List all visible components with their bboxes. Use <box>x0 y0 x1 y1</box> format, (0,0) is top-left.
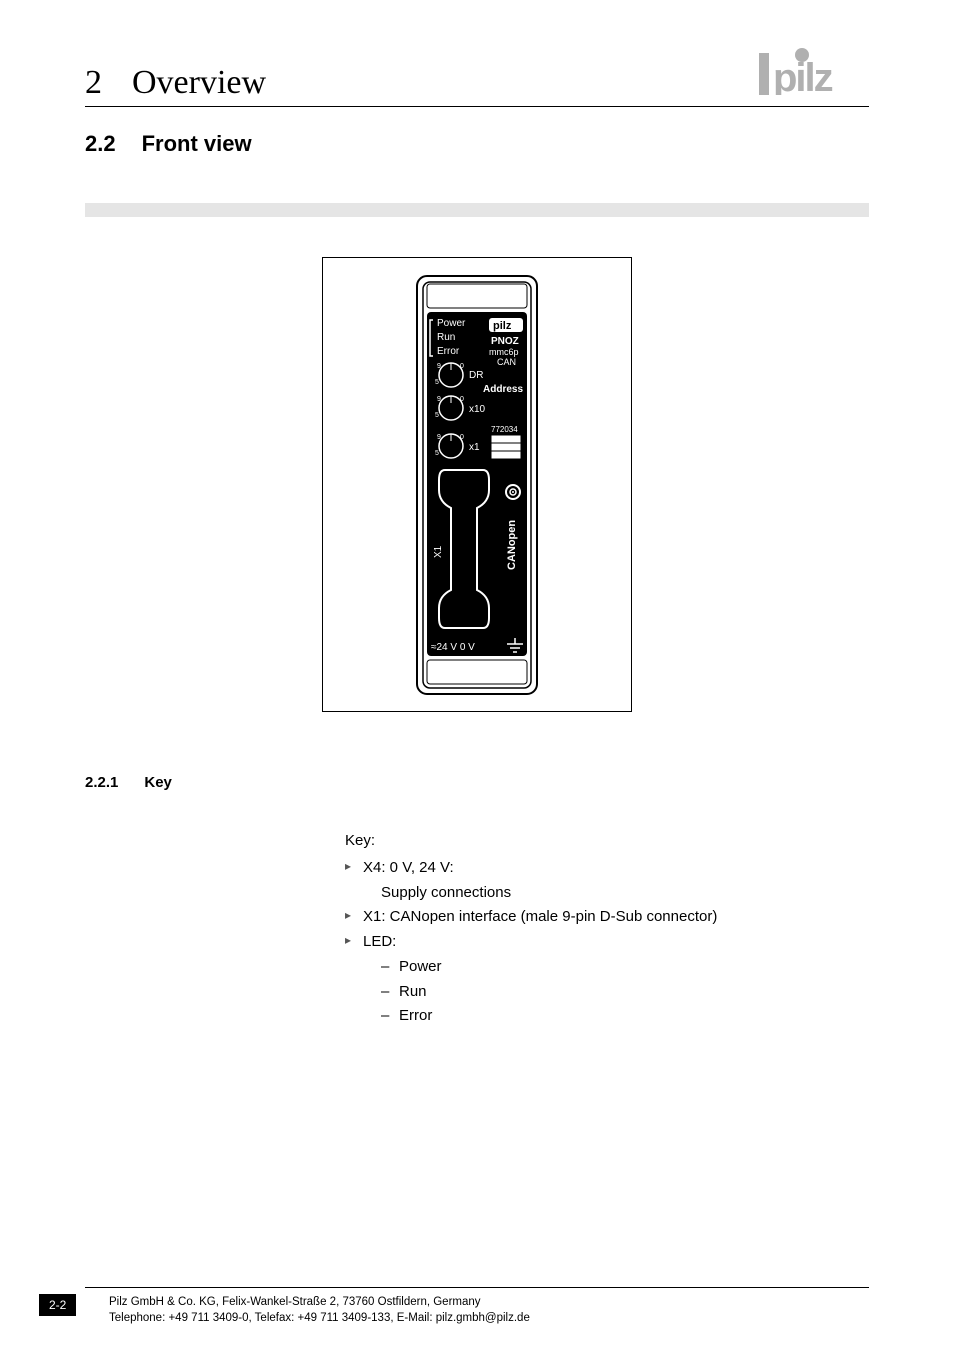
part-number: 772034 <box>491 425 518 434</box>
led-run-label: Run <box>437 332 455 343</box>
svg-text:5: 5 <box>435 412 439 419</box>
address-label: Address <box>483 384 523 395</box>
chapter-title: Overview <box>132 64 266 102</box>
key-item-head: X4: 0 V, 24 V: <box>363 859 454 876</box>
svg-text:9: 9 <box>437 396 441 403</box>
svg-text:9: 9 <box>437 363 441 370</box>
svg-text:0: 0 <box>460 363 464 370</box>
key-dash-item: Error <box>381 1004 869 1029</box>
dial-dr-label: DR <box>469 370 483 381</box>
svg-text:0: 0 <box>460 396 464 403</box>
key-item: X1: CANopen interface (male 9-pin D-Sub … <box>345 905 869 930</box>
subsection-heading: 2.2.1 Key <box>85 774 869 791</box>
page-header: 2 Overview pilz <box>85 45 869 107</box>
page-number-badge: 2-2 <box>39 1294 76 1316</box>
figure-container: Power Run Error pilz PNOZ mmc6p CAN 9 0 5… <box>85 257 869 712</box>
section-number: 2.2 <box>85 131 116 157</box>
key-item-head: X1: CANopen interface (male 9-pin D-Sub … <box>363 908 717 925</box>
section-title: Front view <box>142 131 252 157</box>
svg-text:5: 5 <box>435 379 439 386</box>
key-item: LED: Power Run Error <box>345 930 869 1029</box>
key-content: Key: X4: 0 V, 24 V: Supply connections X… <box>345 829 869 1029</box>
key-item-head: LED: <box>363 933 396 950</box>
svg-text:5: 5 <box>435 450 439 457</box>
footer-line-1: Pilz GmbH & Co. KG, Felix-Wankel-Straße … <box>109 1294 530 1310</box>
separator-bar <box>85 203 869 217</box>
key-item-sub: Supply connections <box>363 881 869 906</box>
key-dash-item: Run <box>381 980 869 1005</box>
pilz-logo: pilz <box>759 45 869 100</box>
dial-x1-label: x1 <box>469 442 480 453</box>
device-model1: PNOZ <box>491 336 519 347</box>
device-model2: mmc6p <box>489 347 519 357</box>
led-power-label: Power <box>437 318 466 329</box>
device-figure: Power Run Error pilz PNOZ mmc6p CAN 9 0 5… <box>322 257 632 712</box>
footer-line-2: Telephone: +49 711 3409-0, Telefax: +49 … <box>109 1310 530 1326</box>
bottom-voltage-label: ≈24 V 0 V <box>431 642 475 653</box>
key-dash-item: Power <box>381 955 869 980</box>
device-brand: pilz <box>493 320 512 332</box>
key-label: Key: <box>345 829 869 854</box>
svg-text:pilz: pilz <box>773 56 833 95</box>
subsection-title: Key <box>144 774 172 791</box>
device-model3: CAN <box>497 357 516 367</box>
page-footer: 2-2 Pilz GmbH & Co. KG, Felix-Wankel-Str… <box>85 1287 869 1326</box>
subsection-number: 2.2.1 <box>85 774 118 791</box>
chapter-number: 2 <box>85 64 102 102</box>
led-error-label: Error <box>437 346 460 357</box>
connector-x1-label: X1 <box>433 545 444 558</box>
dial-x10-label: x10 <box>469 404 486 415</box>
connector-canopen-label: CANopen <box>506 519 518 569</box>
svg-text:9: 9 <box>437 434 441 441</box>
svg-text:0: 0 <box>460 434 464 441</box>
section-heading: 2.2 Front view <box>85 131 869 157</box>
key-item: X4: 0 V, 24 V: Supply connections <box>345 856 869 906</box>
